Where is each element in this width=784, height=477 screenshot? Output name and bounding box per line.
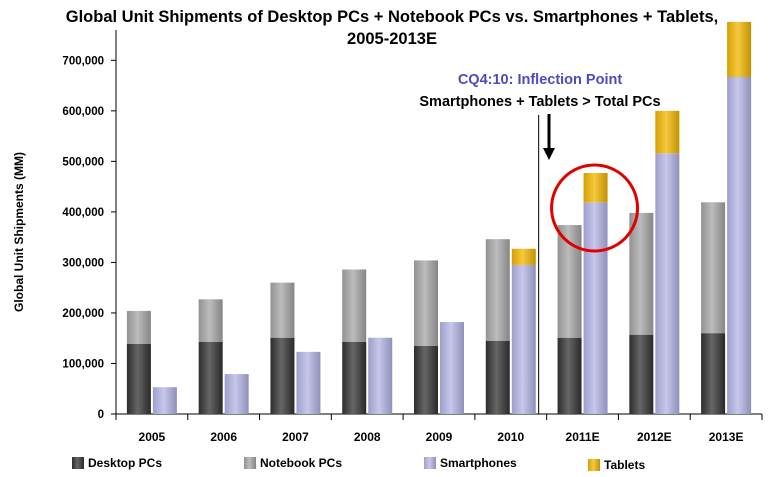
- bar-notebook-pcs-2006: [198, 299, 223, 342]
- highlight-circle: [550, 163, 640, 253]
- bar-notebook-pcs-2013e: [701, 202, 726, 334]
- inflection-subtitle: Smartphones + Tablets > Total PCs: [419, 94, 660, 110]
- chart-title-line-1: Global Unit Shipments of Desktop PCs + N…: [65, 8, 719, 26]
- legend-label-tablets: Tablets: [604, 458, 645, 472]
- y-tick-label: 700,000: [62, 55, 104, 67]
- bar-smartphones-2013e: [727, 76, 752, 414]
- x-tick-label: 2006: [210, 430, 237, 444]
- bar-smartphones-2008: [368, 337, 393, 414]
- bar-notebook-pcs-2005: [126, 310, 151, 344]
- bar-smartphones-2010: [511, 264, 536, 414]
- bar-smartphones-2012e: [655, 153, 680, 414]
- bar-tablets-2010: [511, 248, 536, 265]
- legend-label-desktop-pcs: Desktop PCs: [88, 456, 162, 470]
- x-tick-label: 2012E: [637, 430, 672, 444]
- y-tick-label: 200,000: [62, 308, 104, 320]
- bar-desktop-pcs-2008: [342, 341, 367, 414]
- bar-desktop-pcs-2011e: [557, 337, 582, 414]
- bar-smartphones-2009: [440, 322, 464, 414]
- bar-desktop-pcs-2007: [270, 337, 295, 414]
- chart-title-line-2: 2005-2013E: [347, 30, 437, 48]
- x-tick-label: 2008: [354, 430, 381, 444]
- y-tick-label: 600,000: [62, 106, 104, 118]
- bar-notebook-pcs-2009: [414, 260, 438, 346]
- legend-swatch-smartphones: [424, 457, 436, 469]
- y-tick-label: 100,000: [62, 358, 104, 370]
- chart-axes: Global Unit Shipments (MM) 0 100,000 200,00…: [12, 30, 763, 444]
- legend-swatch-tablets: [588, 459, 600, 471]
- legend-swatch-desktop-pcs: [72, 457, 84, 469]
- legend-swatch-notebook-pcs: [244, 457, 256, 469]
- x-tick-label: 2013E: [709, 430, 744, 444]
- x-tick-label: 2011E: [566, 430, 600, 444]
- chart-annotations: CQ4:10: Inflection Point Smartphones + Ta…: [419, 72, 661, 414]
- bar-tablets-2013e: [727, 21, 752, 77]
- bar-desktop-pcs-2012e: [629, 334, 654, 414]
- bar-desktop-pcs-2005: [126, 343, 151, 414]
- bar-notebook-pcs-2008: [342, 269, 367, 342]
- y-axis-label: Global Unit Shipments (MM): [12, 152, 26, 312]
- chart-bars: [126, 21, 752, 414]
- legend-label-smartphones: Smartphones: [440, 456, 517, 470]
- x-tick-label: 2005: [139, 430, 166, 444]
- bar-notebook-pcs-2007: [270, 282, 295, 338]
- legend-label-notebook-pcs: Notebook PCs: [260, 456, 342, 470]
- chart-legend: Desktop PCs Notebook PCs Smartphones Tablet…: [72, 456, 645, 472]
- y-tick-label: 500,000: [62, 156, 104, 168]
- y-tick-label: 300,000: [62, 257, 104, 269]
- x-tick-label: 2010: [497, 430, 524, 444]
- y-tick-label: 0: [98, 409, 104, 421]
- bar-tablets-2011e: [583, 172, 608, 203]
- down-arrow-head: [543, 148, 555, 160]
- bar-desktop-pcs-2010: [485, 340, 510, 414]
- bar-notebook-pcs-2012e: [629, 212, 654, 335]
- bar-desktop-pcs-2013e: [701, 333, 726, 414]
- inflection-title: CQ4:10: Inflection Point: [458, 72, 623, 88]
- x-tick-label: 2009: [426, 430, 453, 444]
- bar-smartphones-2006: [224, 374, 249, 414]
- bar-desktop-pcs-2009: [414, 345, 438, 414]
- bar-smartphones-2005: [152, 387, 177, 414]
- y-tick-label: 400,000: [62, 207, 104, 219]
- bar-desktop-pcs-2006: [198, 341, 223, 414]
- bar-smartphones-2011e: [583, 202, 608, 414]
- bar-notebook-pcs-2010: [485, 239, 510, 341]
- bar-smartphones-2007: [296, 351, 321, 414]
- x-tick-label: 2007: [282, 430, 309, 444]
- bar-tablets-2012e: [655, 110, 680, 154]
